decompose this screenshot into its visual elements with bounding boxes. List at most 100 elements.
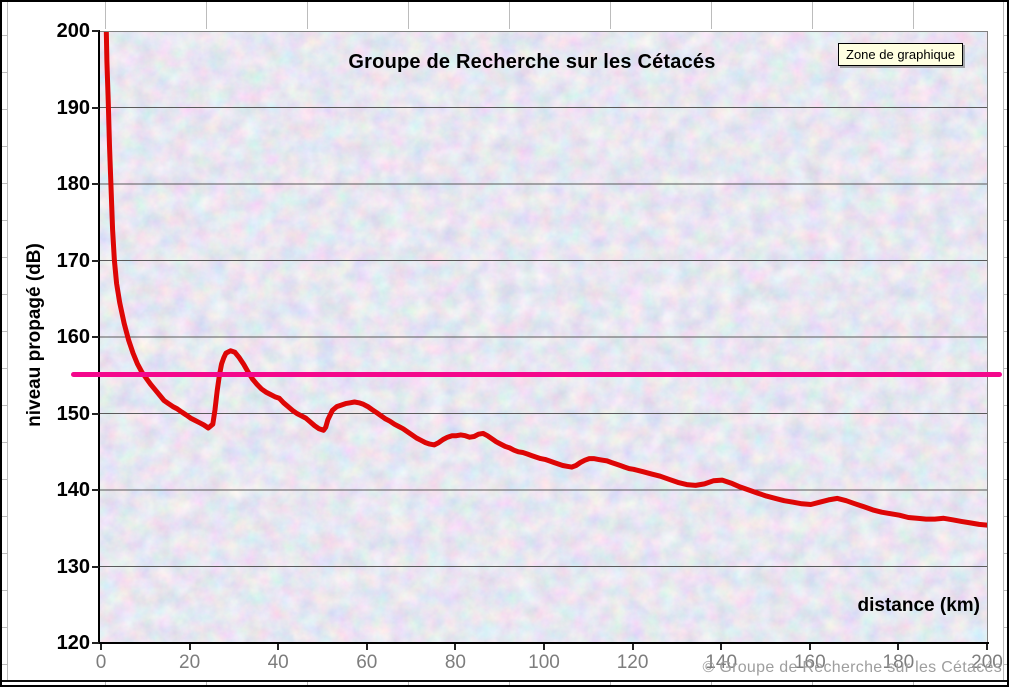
y-axis-tick bbox=[92, 259, 99, 262]
x-tick-label: 200 bbox=[971, 652, 1003, 673]
x-tick-label: 180 bbox=[882, 652, 915, 673]
sheet-gridline bbox=[1003, 664, 1007, 665]
sheet-gridline bbox=[2, 627, 7, 628]
sheet-gridline bbox=[2, 442, 7, 443]
y-tick-label: 180 bbox=[56, 173, 90, 195]
sheet-gridline bbox=[1003, 590, 1007, 591]
y-tick-label: 170 bbox=[56, 249, 90, 272]
x-tick-label: 20 bbox=[179, 652, 201, 673]
sheet-gridline bbox=[1003, 2, 1004, 680]
x-tick-label: 160 bbox=[793, 652, 826, 673]
y-tick-label: 160 bbox=[56, 326, 90, 348]
sheet-gridline bbox=[2, 35, 7, 36]
sheet-gridline bbox=[206, 682, 207, 685]
sheet-gridline bbox=[711, 2, 712, 29]
chart-title: Groupe de Recherche sur les Cétacés bbox=[348, 51, 716, 73]
sheet-gridline bbox=[7, 2, 8, 680]
sheet-gridline bbox=[307, 2, 308, 29]
y-axis-tick bbox=[92, 183, 99, 185]
sheet-gridline bbox=[2, 479, 7, 480]
sheet-gridline bbox=[1003, 405, 1007, 406]
sheet-gridline bbox=[610, 682, 611, 685]
y-axis-line bbox=[98, 30, 100, 644]
x-axis-tick bbox=[454, 644, 457, 650]
sheet-gridline bbox=[913, 2, 914, 29]
sheet-gridline bbox=[206, 2, 207, 29]
watermark-text: © Groupe de Recherche sur les Cétacés bbox=[702, 659, 1002, 676]
sheet-gridline bbox=[1003, 257, 1007, 258]
x-tick-label: 140 bbox=[705, 652, 738, 673]
sheet-gridline bbox=[913, 682, 914, 685]
x-axis-tick bbox=[365, 644, 368, 650]
sheet-gridline bbox=[2, 257, 7, 258]
x-axis-tick bbox=[986, 644, 988, 650]
y-axis-tick bbox=[92, 106, 99, 109]
sheet-gridline bbox=[1003, 109, 1007, 110]
sheet-gridline bbox=[408, 2, 409, 29]
x-tick-label: 100 bbox=[528, 652, 560, 673]
sheet-gridline bbox=[711, 682, 712, 685]
x-tick-label: 40 bbox=[267, 652, 289, 673]
x-axis-tick bbox=[277, 644, 280, 650]
sheet-gridline bbox=[812, 682, 813, 685]
y-tick-label: 130 bbox=[56, 555, 90, 578]
sheet-gridline bbox=[2, 331, 7, 332]
sheet-gridline bbox=[2, 553, 7, 554]
y-axis-tick bbox=[92, 336, 99, 338]
sheet-gridline bbox=[2, 220, 7, 221]
sheet-gridline bbox=[105, 2, 106, 29]
x-tick-label: 120 bbox=[616, 652, 649, 673]
sheet-gridline bbox=[509, 2, 510, 29]
sheet-gridline bbox=[2, 590, 7, 591]
sheet-gridline bbox=[610, 2, 611, 29]
x-axis-tick bbox=[897, 644, 900, 650]
x-axis-title: distance (km) bbox=[857, 595, 980, 616]
sheet-gridline bbox=[1003, 627, 1007, 628]
x-tick-label: 0 bbox=[95, 652, 107, 673]
sheet-gridline bbox=[2, 109, 7, 110]
y-axis-tick bbox=[92, 642, 99, 644]
sheet-gridline bbox=[307, 682, 308, 685]
propagation-curve bbox=[103, 32, 987, 528]
y-tick-label: 200 bbox=[56, 20, 90, 42]
y-axis-tick bbox=[92, 489, 99, 491]
x-axis-tick bbox=[808, 644, 811, 650]
sheet-gridline bbox=[2, 664, 7, 665]
sheet-gridline bbox=[1003, 183, 1007, 184]
chart-object-bottom-border bbox=[2, 680, 1007, 682]
sheet-gridline bbox=[408, 682, 409, 685]
sheet-gridline bbox=[2, 294, 7, 295]
threshold-line-155db bbox=[71, 372, 1002, 377]
y-axis-tick bbox=[92, 412, 99, 415]
sheet-gridline bbox=[1003, 294, 1007, 295]
sheet-gridline bbox=[2, 183, 7, 184]
gridlines bbox=[100, 107, 987, 567]
x-axis-tick bbox=[100, 644, 102, 650]
x-axis-tick bbox=[543, 644, 545, 650]
sheet-gridline bbox=[1003, 220, 1007, 221]
y-axis-tick bbox=[92, 565, 99, 568]
sheet-gridline bbox=[1003, 368, 1007, 369]
sheet-gridline bbox=[1003, 146, 1007, 147]
y-tick-label: 120 bbox=[56, 632, 90, 654]
sheet-gridline bbox=[1003, 72, 1007, 73]
sheet-gridline bbox=[1003, 331, 1007, 332]
sheet-gridline bbox=[1003, 442, 1007, 443]
chart-area-tooltip: Zone de graphique bbox=[838, 43, 964, 66]
y-axis-title: niveau propagé (dB) bbox=[24, 243, 45, 427]
plot-canvas bbox=[100, 32, 987, 642]
sheet-gridline bbox=[2, 146, 7, 147]
x-tick-label: 80 bbox=[444, 652, 466, 673]
sheet-gridline bbox=[812, 2, 813, 29]
plot-area[interactable] bbox=[99, 31, 988, 643]
y-tick-label: 150 bbox=[56, 402, 90, 425]
sheet-gridline bbox=[1003, 35, 1007, 36]
sheet-gridline bbox=[1003, 479, 1007, 480]
x-tick-label: 60 bbox=[356, 652, 378, 673]
y-tick-label: 190 bbox=[56, 96, 90, 119]
sheet-gridline bbox=[2, 72, 7, 73]
sheet-gridline bbox=[2, 405, 7, 406]
sheet-gridline bbox=[1003, 553, 1007, 554]
x-axis-tick bbox=[720, 644, 723, 650]
